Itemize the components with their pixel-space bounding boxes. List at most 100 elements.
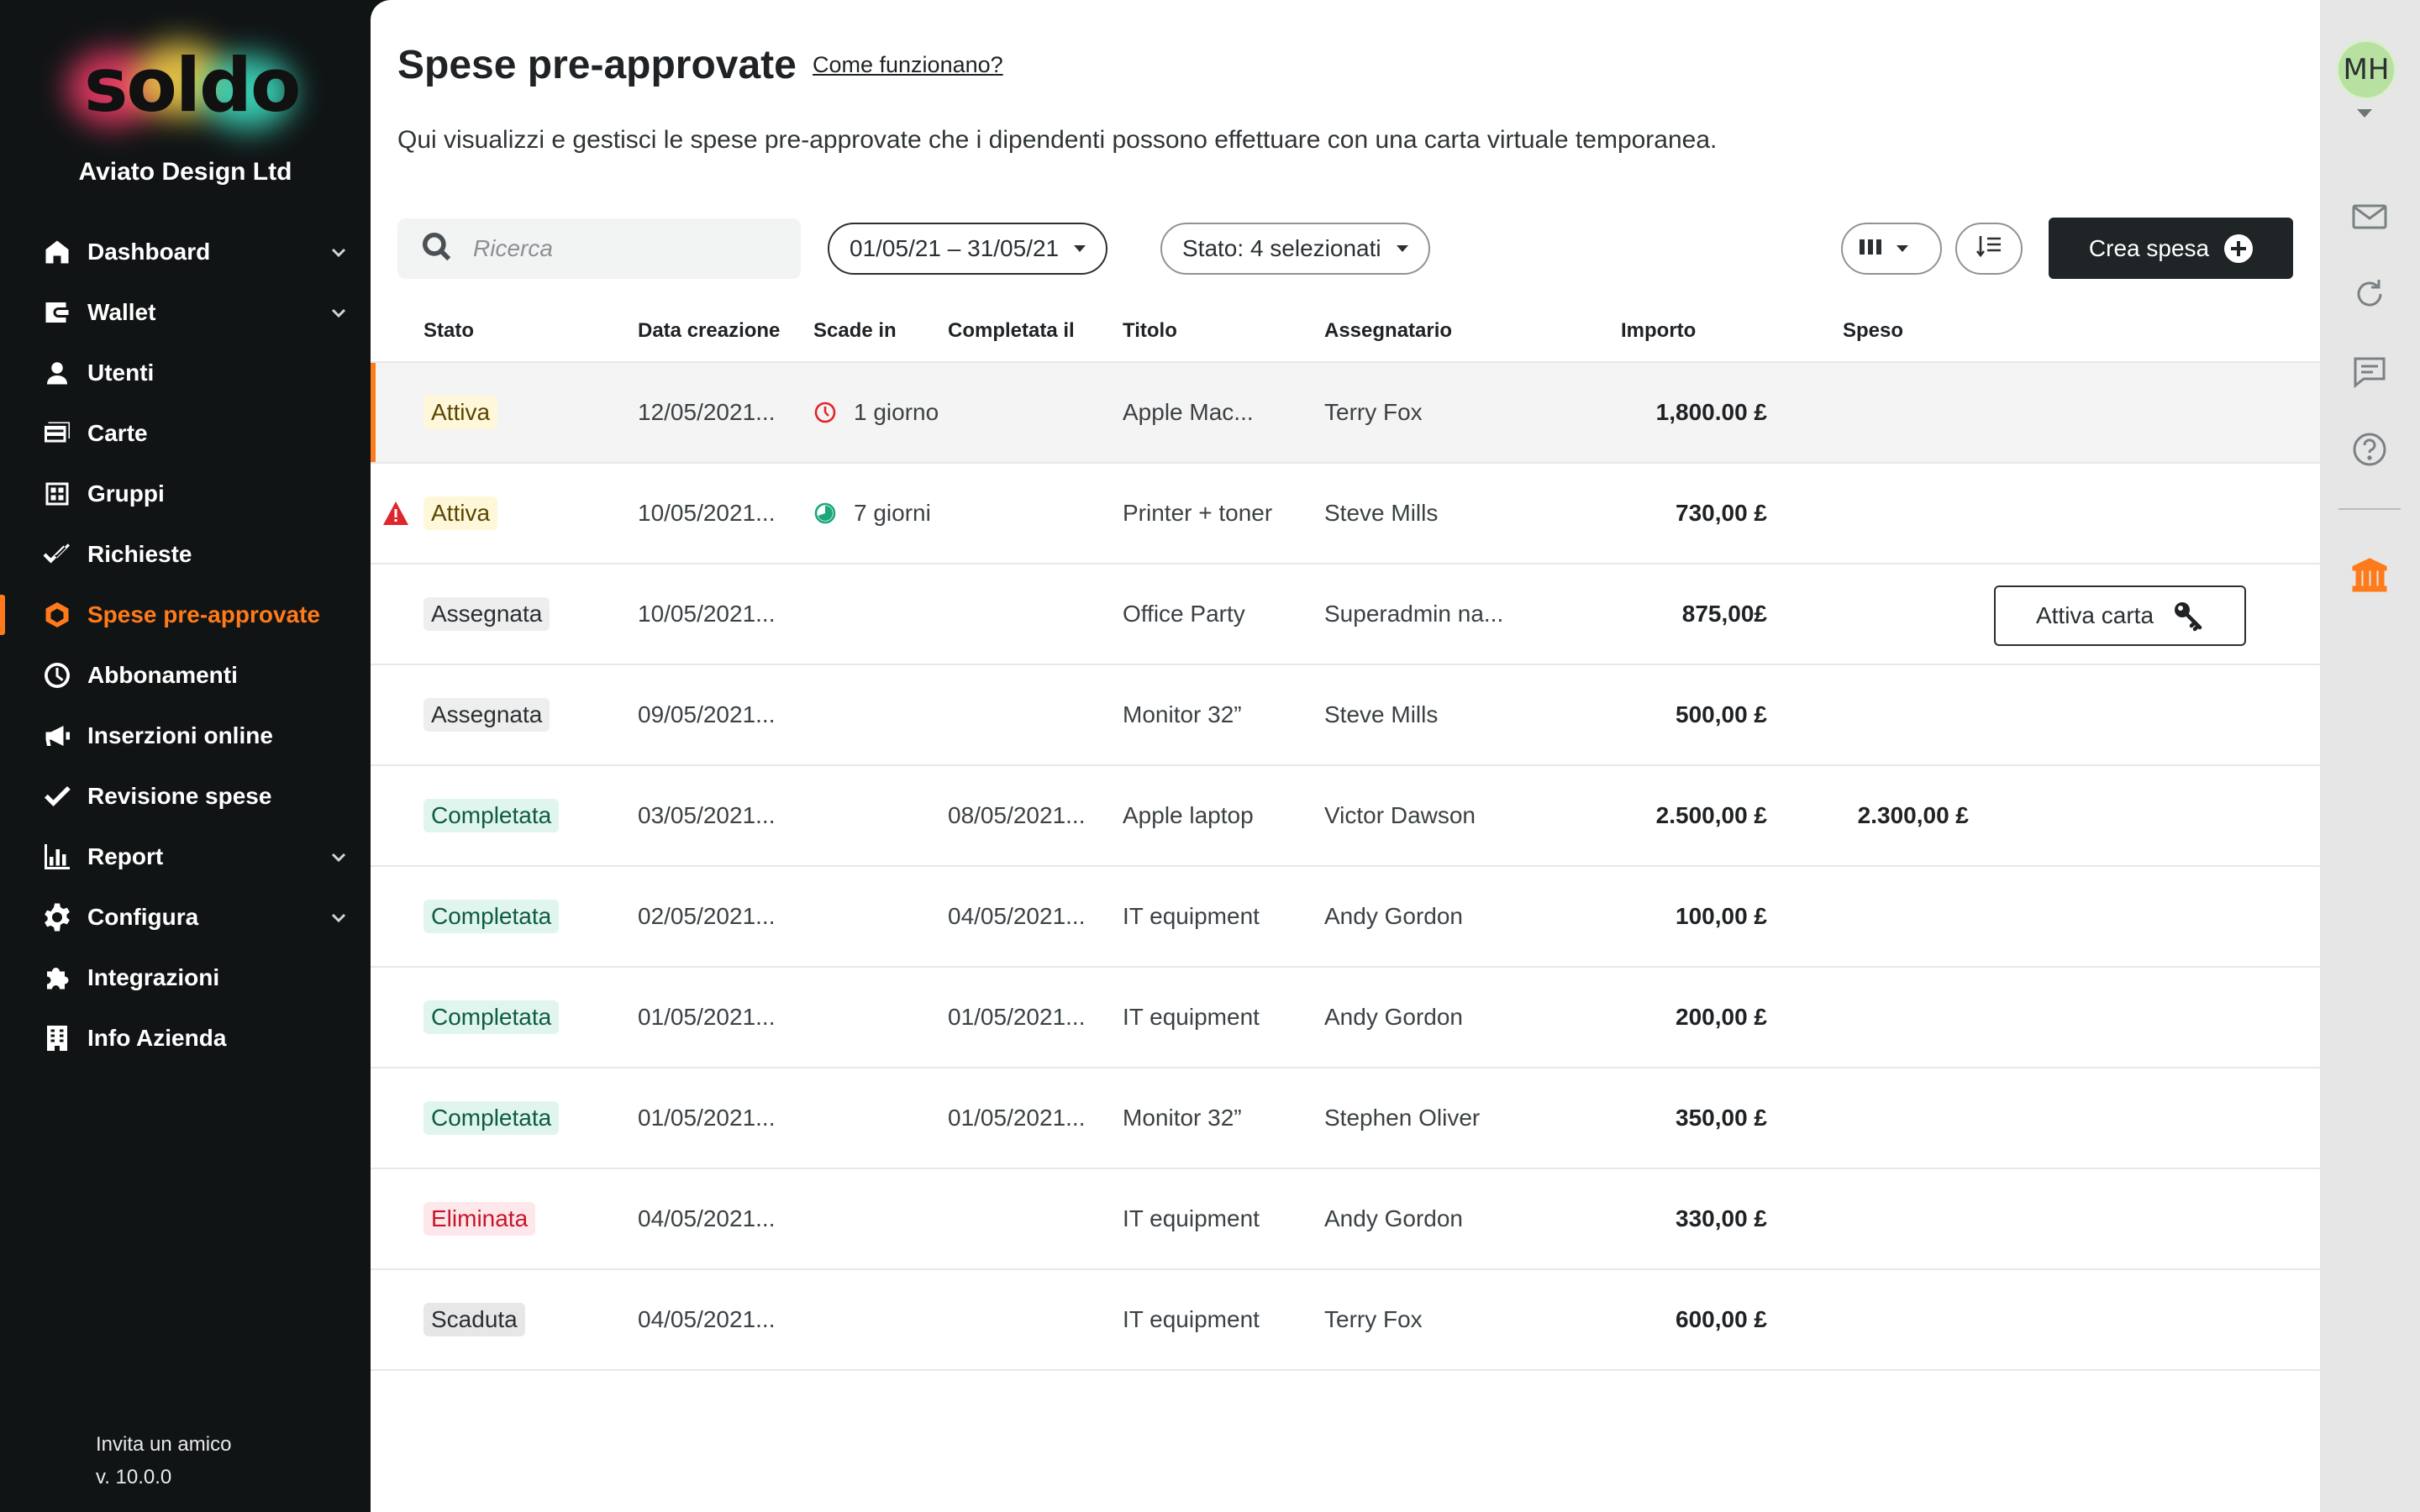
activate-card-button[interactable]: Attiva carta bbox=[1994, 585, 2246, 646]
sidebar-item-dashboard[interactable]: Dashboard bbox=[0, 222, 371, 282]
help-link[interactable]: Come funzionano? bbox=[813, 52, 1003, 77]
avatar[interactable]: MH bbox=[2338, 42, 2394, 97]
table-row[interactable]: Attiva 12/05/2021... Apple Mac... Terry Fox… bbox=[371, 363, 2320, 464]
cell-stato: Scaduta bbox=[424, 1270, 625, 1369]
sort-button[interactable] bbox=[1955, 223, 2023, 275]
refresh-icon[interactable] bbox=[2349, 273, 2391, 315]
sidebar-item-utenti[interactable]: Utenti bbox=[0, 343, 371, 403]
gear-icon bbox=[40, 900, 74, 934]
table-row[interactable]: Completata 01/05/2021... 01/05/2021... IT e… bbox=[371, 968, 2320, 1068]
double-check-icon bbox=[40, 538, 74, 571]
sidebar-item-inserzioni-online[interactable]: Inserzioni online bbox=[0, 706, 371, 766]
chevron-down-icon[interactable] bbox=[329, 302, 349, 323]
col-data-creazione[interactable]: Data creazione bbox=[638, 319, 781, 342]
cell-stato: Completata bbox=[424, 867, 625, 966]
columns-toggle[interactable] bbox=[1841, 223, 1942, 275]
status-badge: Assegnata bbox=[424, 597, 550, 631]
bar-chart-icon bbox=[40, 840, 74, 874]
table-row[interactable]: Eliminata 04/05/2021... IT equipment Andy G… bbox=[371, 1169, 2320, 1270]
cell-data-creazione: 10/05/2021... bbox=[638, 500, 776, 526]
cell-scade-in bbox=[813, 1169, 941, 1268]
caret-down-icon[interactable] bbox=[2357, 109, 2372, 118]
activate-card-label: Attiva carta bbox=[2035, 602, 2154, 628]
cell-stato: Attiva bbox=[424, 464, 625, 563]
col-completata-il[interactable]: Completata il bbox=[948, 319, 1075, 342]
cell-completata-il bbox=[948, 665, 1116, 764]
table-row[interactable]: Scaduta 04/05/2021... IT equipment Terry Fo… bbox=[371, 1270, 2320, 1371]
cell-titolo: IT equipment bbox=[1123, 1004, 1260, 1030]
rail-divider bbox=[2338, 508, 2401, 510]
cell-completata-il: 04/05/2021... bbox=[948, 903, 1086, 929]
sidebar-item-abbonamenti[interactable]: Abbonamenti bbox=[0, 645, 371, 706]
sidebar-item-label: Revisione spese bbox=[87, 783, 272, 809]
sidebar-item-info-azienda[interactable]: Info Azienda bbox=[0, 1008, 371, 1068]
chat-icon[interactable] bbox=[2349, 350, 2391, 392]
cell-stato: Assegnata bbox=[424, 665, 625, 764]
cell-assegnatario: Terry Fox bbox=[1324, 399, 1423, 425]
bank-icon[interactable] bbox=[2349, 554, 2391, 596]
col-assegnatario[interactable]: Assegnatario bbox=[1324, 319, 1453, 342]
cell-importo: 350,00 £ bbox=[1676, 1105, 1767, 1131]
cell-assegnatario: Victor Dawson bbox=[1324, 802, 1476, 828]
help-icon[interactable] bbox=[2349, 428, 2391, 470]
right-rail: MH bbox=[2320, 0, 2420, 1512]
status-badge: Assegnata bbox=[424, 698, 550, 732]
cell-importo: 500,00 £ bbox=[1676, 701, 1767, 727]
status-filter[interactable]: Stato: 4 selezionati bbox=[1160, 223, 1430, 275]
create-expense-button[interactable]: Crea spesa bbox=[2049, 218, 2293, 279]
status-filter-label: Stato: 4 selezionati bbox=[1182, 235, 1381, 261]
chevron-down-icon[interactable] bbox=[329, 847, 349, 867]
table-row[interactable]: Assegnata 09/05/2021... Monitor 32” Steve M… bbox=[371, 665, 2320, 766]
sidebar-item-spese-pre-approvate[interactable]: Spese pre-approvate bbox=[0, 585, 371, 645]
cell-completata-il: 01/05/2021... bbox=[948, 1105, 1086, 1131]
col-titolo[interactable]: Titolo bbox=[1123, 319, 1177, 342]
col-scade-in[interactable]: Scade in bbox=[813, 319, 897, 342]
soldo-logo[interactable]: soldo bbox=[59, 34, 302, 143]
sidebar-item-wallet[interactable]: Wallet bbox=[0, 282, 371, 343]
sidebar-item-configura[interactable]: Configura bbox=[0, 887, 371, 948]
search-input[interactable] bbox=[473, 235, 792, 262]
page-subtitle: Qui visualizzi e gestisci le spese pre-a… bbox=[397, 126, 1718, 154]
table-row[interactable]: Assegnata 10/05/2021... Office Party Supera… bbox=[371, 564, 2320, 665]
col-speso[interactable]: Speso bbox=[1843, 319, 1904, 342]
page-title: Spese pre-approvate bbox=[397, 43, 797, 87]
col-stato[interactable]: Stato bbox=[424, 319, 474, 342]
cell-stato: Completata bbox=[424, 1068, 625, 1168]
chevron-down-icon[interactable] bbox=[329, 907, 349, 927]
company-name: Aviato Design Ltd bbox=[78, 158, 292, 186]
cell-stato: Eliminata bbox=[424, 1169, 625, 1268]
search-box[interactable] bbox=[397, 218, 801, 279]
table-row[interactable]: Completata 03/05/2021... 08/05/2021... Appl… bbox=[371, 766, 2320, 867]
sidebar-item-report[interactable]: Report bbox=[0, 827, 371, 887]
sidebar-item-carte[interactable]: Carte bbox=[0, 403, 371, 464]
table-row[interactable]: Attiva 10/05/2021... Printer + toner Steve … bbox=[371, 464, 2320, 564]
cell-completata-il: 01/05/2021... bbox=[948, 1004, 1086, 1030]
caret-down-icon bbox=[1074, 245, 1086, 252]
sidebar-item-richieste[interactable]: Richieste bbox=[0, 524, 371, 585]
key-icon bbox=[2175, 602, 2202, 632]
chevron-down-icon[interactable] bbox=[329, 242, 349, 262]
cell-scade-in bbox=[813, 1068, 941, 1168]
sidebar-item-revisione-spese[interactable]: Revisione spese bbox=[0, 766, 371, 827]
cell-assegnatario: Superadmin na... bbox=[1324, 601, 1504, 627]
sidebar-item-label: Integrazioni bbox=[87, 964, 220, 990]
mail-icon[interactable] bbox=[2349, 196, 2391, 238]
cards-icon bbox=[40, 417, 74, 450]
cell-titolo: Apple laptop bbox=[1123, 802, 1254, 828]
cell-scade-in bbox=[813, 968, 941, 1067]
building-icon bbox=[40, 1021, 74, 1055]
sidebar-item-integrazioni[interactable]: Integrazioni bbox=[0, 948, 371, 1008]
table-row[interactable]: Completata 02/05/2021... 04/05/2021... IT e… bbox=[371, 867, 2320, 968]
app-version: v. 10.0.0 bbox=[96, 1466, 172, 1488]
col-importo[interactable]: Importo bbox=[1621, 319, 1697, 342]
sidebar-item-label: Wallet bbox=[87, 299, 156, 325]
cell-scade-in bbox=[813, 564, 941, 664]
sidebar-item-gruppi[interactable]: Gruppi bbox=[0, 464, 371, 524]
cell-importo: 875,00£ bbox=[1681, 601, 1767, 627]
cell-data-creazione: 01/05/2021... bbox=[638, 1004, 776, 1030]
invite-link[interactable]: Invita un amico bbox=[96, 1433, 232, 1456]
cell-assegnatario: Terry Fox bbox=[1324, 1306, 1423, 1332]
table-row[interactable]: Completata 01/05/2021... 01/05/2021... Moni… bbox=[371, 1068, 2320, 1169]
cell-speso bbox=[1749, 464, 1969, 563]
date-range-filter[interactable]: 01/05/21 – 31/05/21 bbox=[828, 223, 1108, 275]
